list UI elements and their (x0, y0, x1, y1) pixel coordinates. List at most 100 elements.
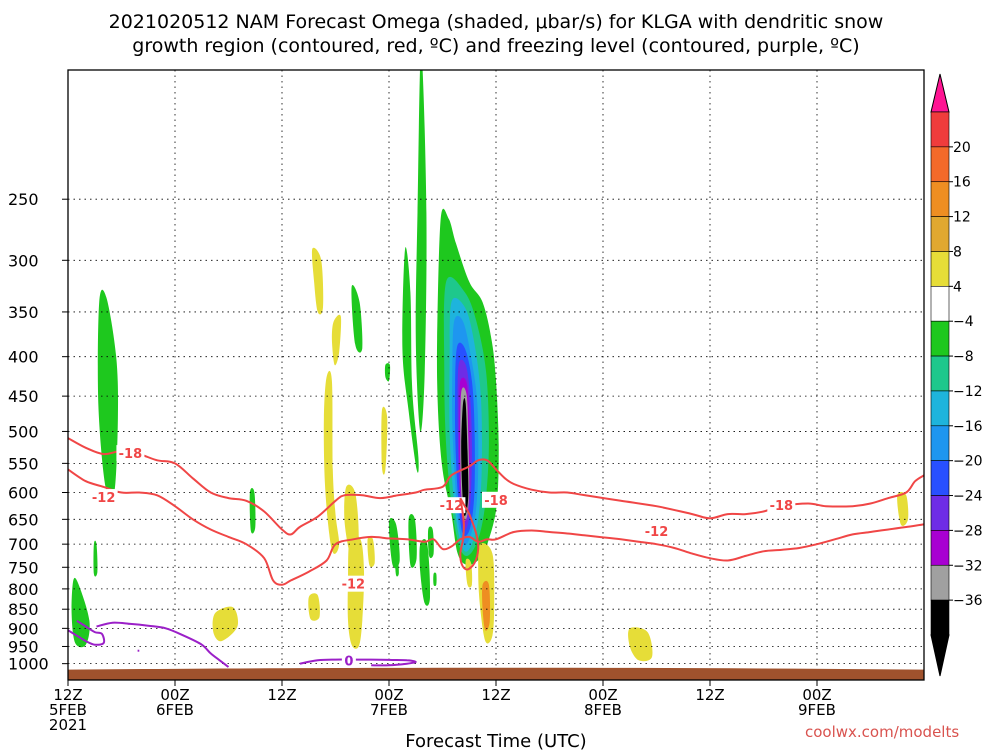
omega-shade (347, 534, 365, 649)
omega-shade (212, 606, 239, 642)
omega-shade (395, 558, 399, 577)
contour-layer: -18 -18 -18 -12 -12 -12 -12 0 (68, 437, 924, 669)
colorbar-label: 8 (953, 244, 962, 260)
colorbar-swatch (930, 564, 950, 601)
omega-shade (897, 491, 909, 527)
colorbar-label: −32 (953, 558, 983, 574)
colorbar: 20 16 12 8 4 −4 −8 −12 −16 −20 −24 −28 −32 −36 (930, 73, 983, 677)
colorbar-swatch (930, 460, 950, 496)
y-tick-label: 1000 (8, 655, 49, 674)
y-tick-label: 350 (8, 303, 39, 322)
dgz-contour-line (459, 497, 480, 571)
dgz-contour-label-bg (339, 575, 368, 592)
omega-shade (71, 577, 90, 648)
x-tick-label: 12Z (267, 686, 296, 704)
colorbar-swatch (930, 425, 950, 461)
omega-shade (628, 627, 653, 662)
y-tick-label: 850 (8, 600, 39, 619)
dgz-contour-label-bg (116, 445, 145, 462)
omega-shade (427, 526, 434, 559)
x-tick-label: 00Z (588, 686, 617, 704)
omega-shade (465, 558, 473, 588)
dgz-contour-label-bg (89, 489, 118, 506)
colorbar-bottom-arrow (930, 634, 950, 677)
dgz-contour-label: -18 (119, 447, 143, 462)
dgz-contour-line (68, 468, 924, 586)
y-tick-label: 650 (8, 510, 39, 529)
y-tick-label: 750 (8, 558, 39, 577)
dgz-contour-label-bg (642, 522, 671, 539)
y-tick-label: 400 (8, 348, 39, 367)
colorbar-label: −24 (953, 489, 983, 505)
colorbar-swatch (930, 146, 950, 183)
x-tick-label: 00Z (802, 686, 831, 704)
colorbar-swatch (930, 355, 950, 392)
x-tick-label: 2021 (49, 716, 87, 734)
colorbar-swatch (930, 320, 950, 357)
dgz-contour-label: -18 (484, 494, 508, 509)
x-tick-label: 12Z (481, 686, 510, 704)
colorbar-label: −36 (953, 593, 983, 609)
colorbar-swatch (930, 599, 950, 636)
colorbar-label: −28 (953, 523, 983, 539)
omega-shade (415, 70, 427, 433)
y-tick-label: 800 (8, 580, 39, 599)
omega-shade (388, 517, 400, 569)
colorbar-swatch (930, 495, 950, 531)
dgz-contour-label: -12 (92, 491, 116, 506)
omega-shade (308, 593, 320, 621)
y-tick-label: 900 (8, 619, 39, 638)
omega-shade (402, 247, 419, 473)
y-tick-label: 250 (8, 190, 39, 209)
x-tick-label: 7FEB (370, 701, 408, 719)
dgz-contour-label: -18 (770, 499, 794, 514)
dgz-contour-label: -12 (342, 578, 366, 593)
colorbar-swatch (930, 530, 950, 566)
omega-shade (351, 285, 363, 353)
omega-shading-layer (71, 70, 909, 662)
colorbar-label: 20 (953, 140, 971, 156)
omega-shade (461, 397, 469, 517)
colorbar-label: −20 (953, 454, 983, 470)
chart-title-line-2: growth region (contoured, red, ºC) and f… (132, 35, 859, 57)
y-tick-label: 950 (8, 637, 39, 656)
x-tick-label: 00Z (374, 686, 403, 704)
plot-area: -18 -18 -18 -12 -12 -12 -12 0 (68, 70, 924, 680)
colorbar-label: −4 (953, 314, 974, 330)
y-tick-label: 500 (8, 422, 39, 441)
omega-shade (311, 247, 324, 315)
ground-surface (68, 667, 924, 680)
x-tick-label: 00Z (160, 686, 189, 704)
dgz-contour-label-bg (482, 491, 510, 508)
x-axis-label: Forecast Time (UTC) (405, 731, 586, 750)
y-tick-label: 700 (8, 535, 39, 554)
freezing-contour-line (299, 658, 417, 667)
x-tick-label: 9FEB (798, 701, 836, 719)
colorbar-label: −12 (953, 384, 983, 400)
dgz-contour-label-bg (767, 497, 796, 514)
omega-shade (249, 487, 256, 534)
colorbar-label: 12 (953, 210, 971, 226)
x-tick-label: 8FEB (584, 701, 622, 719)
colorbar-label: −16 (953, 419, 983, 435)
credit-text: coolwx.com/modelts (805, 723, 959, 741)
colorbar-swatch (930, 181, 950, 217)
freezing-contour-label-bg (341, 652, 356, 668)
y-tick-label: 550 (8, 454, 39, 473)
colorbar-label: 4 (953, 279, 962, 295)
omega-shade (482, 580, 491, 631)
colorbar-swatch (930, 286, 950, 322)
y-axis: 2503003504004505005506006507007508008509… (8, 190, 68, 674)
dgz-contour-label: -12 (440, 499, 464, 514)
y-tick-label: 600 (8, 484, 39, 503)
y-tick-label: 300 (8, 251, 39, 270)
colorbar-swatch (930, 216, 950, 252)
dgz-contour-label: -12 (645, 525, 669, 540)
colorbar-top-arrow (930, 73, 950, 113)
omega-shade (331, 314, 342, 366)
colorbar-swatch (930, 390, 950, 427)
ground-layer (68, 667, 924, 680)
colorbar-swatch (930, 111, 950, 148)
